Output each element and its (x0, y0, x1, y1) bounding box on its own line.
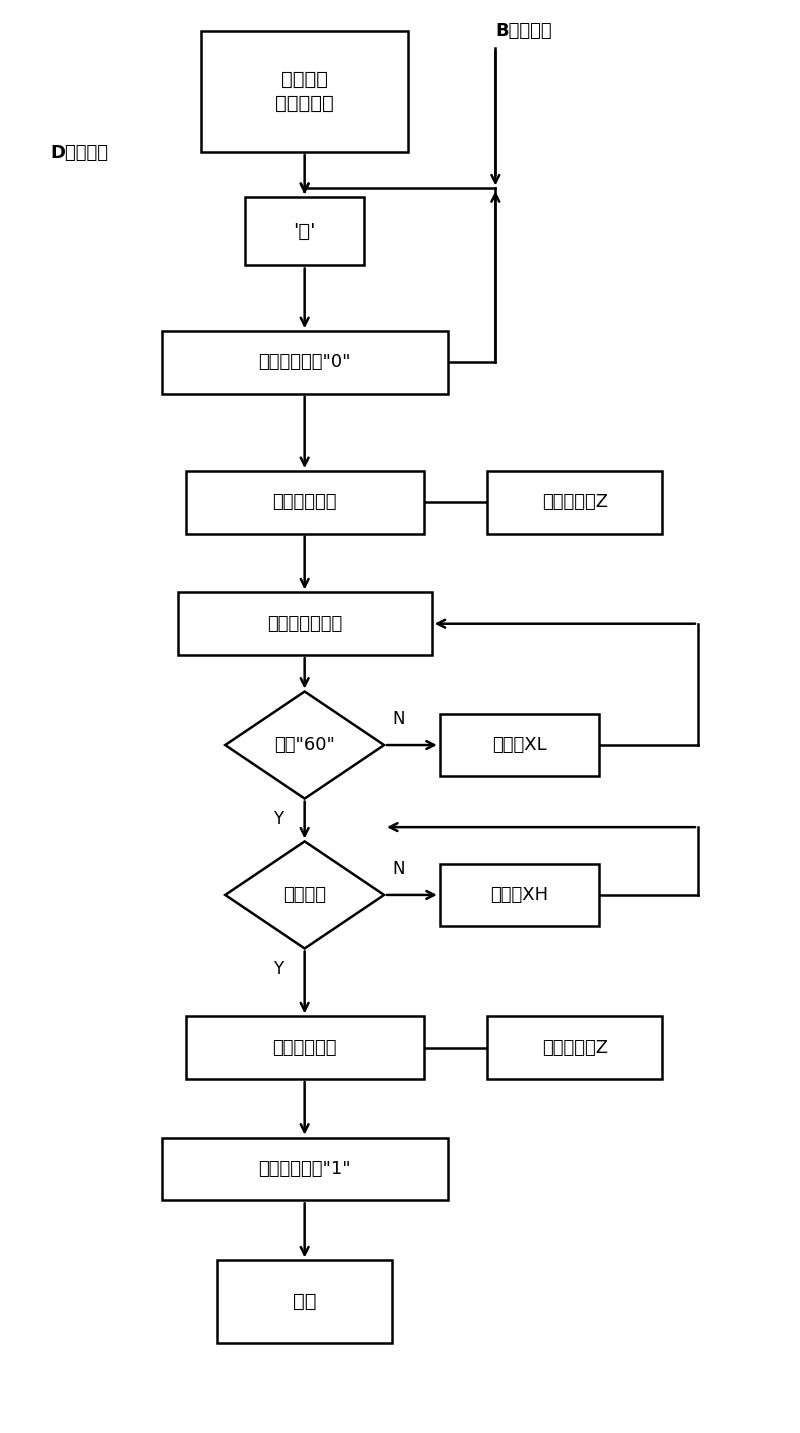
Text: 置闭塞延时计数: 置闭塞延时计数 (267, 615, 342, 633)
FancyBboxPatch shape (440, 864, 598, 926)
FancyBboxPatch shape (487, 1016, 662, 1079)
Text: Y: Y (273, 960, 283, 979)
Text: 初始状态
（亮红灯）: 初始状态 （亮红灯） (275, 70, 334, 113)
Text: 返回: 返回 (293, 1293, 317, 1311)
Text: 亮红灯XH: 亮红灯XH (490, 886, 548, 904)
Text: 关语音提示Z: 关语音提示Z (542, 1039, 608, 1056)
Polygon shape (226, 692, 384, 798)
Text: 延时"60": 延时"60" (274, 737, 335, 754)
Text: N: N (392, 709, 405, 728)
Text: 闭塞延时输出"0": 闭塞延时输出"0" (258, 354, 351, 371)
FancyBboxPatch shape (202, 30, 408, 152)
FancyBboxPatch shape (218, 1261, 392, 1343)
Text: 亮绿灯XL: 亮绿灯XL (492, 737, 546, 754)
FancyBboxPatch shape (162, 1138, 448, 1201)
FancyBboxPatch shape (440, 714, 598, 777)
FancyBboxPatch shape (178, 592, 432, 655)
FancyBboxPatch shape (245, 196, 364, 265)
FancyBboxPatch shape (186, 471, 424, 533)
Text: Y: Y (273, 810, 283, 828)
Text: N: N (392, 860, 405, 877)
Text: 闭塞时间: 闭塞时间 (283, 886, 326, 904)
Text: '与': '与' (294, 222, 316, 241)
FancyBboxPatch shape (186, 1016, 424, 1079)
Text: B闭塞信号: B闭塞信号 (495, 23, 552, 40)
Text: D岔位信号: D岔位信号 (50, 143, 109, 162)
FancyBboxPatch shape (487, 471, 662, 533)
Text: 结束语音信号: 结束语音信号 (273, 1039, 337, 1056)
Text: 启动语音信号: 启动语音信号 (273, 493, 337, 512)
FancyBboxPatch shape (162, 331, 448, 394)
Text: 闭塞延时解除"1": 闭塞延时解除"1" (258, 1159, 351, 1178)
Polygon shape (226, 841, 384, 949)
Text: 开语音提示Z: 开语音提示Z (542, 493, 608, 512)
